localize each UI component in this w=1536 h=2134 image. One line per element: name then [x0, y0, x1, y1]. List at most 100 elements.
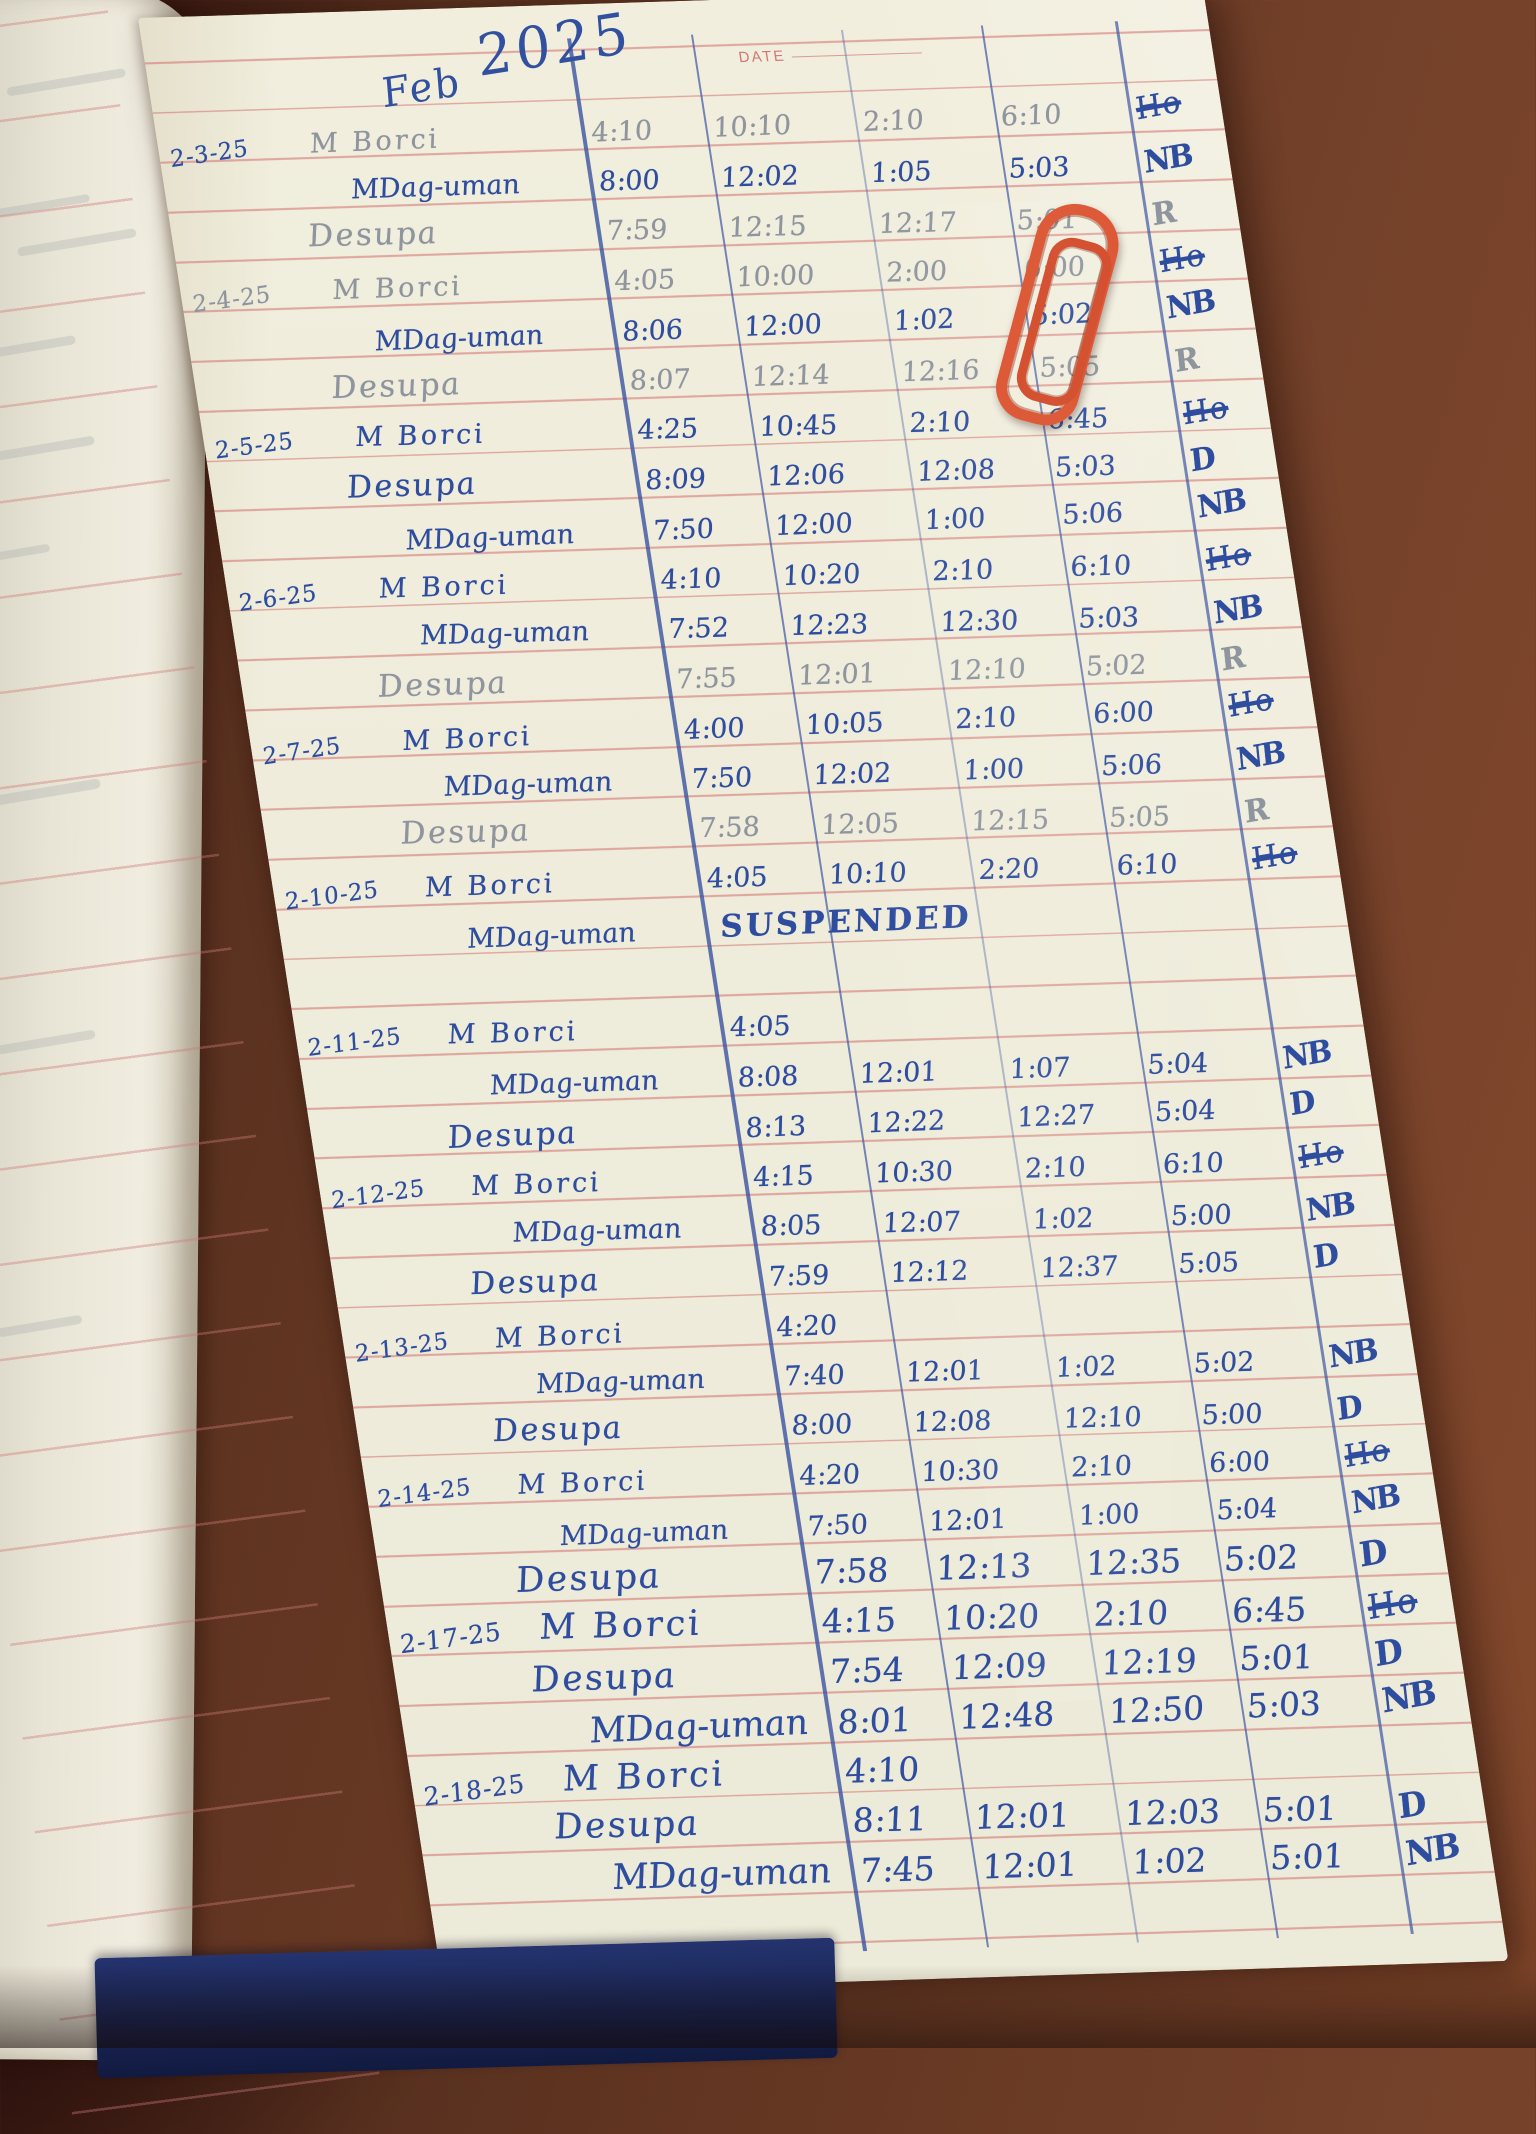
- time-in-pm: 2:10: [1022, 1151, 1089, 1185]
- time-out-evening: 5:02: [1221, 1537, 1302, 1579]
- worker-name: M Borci: [353, 418, 488, 453]
- time-out-noon: 12:14: [749, 359, 833, 393]
- time-out-evening: 6:10: [1160, 1147, 1227, 1181]
- time-out-evening: 6:10: [998, 99, 1065, 133]
- time-out-noon: 10:45: [757, 409, 840, 443]
- time-in-am: 4:00: [681, 712, 748, 746]
- notebook-cover-edge: [94, 1937, 838, 2079]
- time-out-noon: 12:05: [819, 808, 902, 842]
- worker-name: Desupa: [467, 1262, 603, 1303]
- time-out-noon: 12:09: [948, 1645, 1050, 1688]
- signature-mark: NB: [1231, 735, 1290, 778]
- signature-mark: NB: [1277, 1033, 1336, 1077]
- time-out-evening: 6:00: [1091, 696, 1157, 730]
- time-in-am: 8:06: [620, 314, 686, 348]
- time-in-pm: 12:15: [969, 804, 1052, 838]
- time-out-noon: 12:01: [926, 1503, 1010, 1538]
- signature-mark: NB: [1324, 1332, 1382, 1376]
- signature-mark: NB: [1209, 588, 1267, 632]
- time-out-noon: 10:30: [872, 1156, 956, 1190]
- time-out-evening: 5:03: [1006, 151, 1073, 185]
- time-out-noon: 12:01: [857, 1056, 941, 1090]
- time-in-am: 8:13: [743, 1110, 809, 1145]
- time-in-am: 8:07: [627, 363, 694, 397]
- time-out-noon: 12:12: [888, 1255, 971, 1289]
- time-in-am: 4:10: [589, 115, 655, 149]
- time-in-am: 4:20: [797, 1459, 863, 1492]
- worker-name: MDag-uman: [609, 1851, 834, 1898]
- time-out-noon: 10:05: [803, 707, 887, 742]
- time-in-pm: 12:03: [1122, 1791, 1224, 1833]
- worker-name: MDag-uman: [510, 1213, 684, 1249]
- time-in-am: 7:55: [673, 662, 740, 696]
- time-out-noon: 12:22: [865, 1105, 948, 1140]
- time-out-noon: 12:01: [903, 1355, 987, 1389]
- date-label-text: DATE: [737, 47, 787, 67]
- signature-mark: NB: [1139, 137, 1197, 181]
- signature-mark: Ho: [1130, 84, 1187, 128]
- time-in-pm: 2:10: [1091, 1593, 1172, 1634]
- time-in-am: 4:05: [704, 861, 771, 895]
- signature-mark: NB: [1301, 1186, 1359, 1229]
- time-out-noon: 10:00: [734, 259, 817, 294]
- worker-name: M Borci: [422, 868, 558, 904]
- ledger-table: 2-3-25 M Borci 4:10 10:10 2:10 6:10 Ho MDag-uma…: [153, 79, 1495, 1905]
- signature-mark: Ho: [1223, 681, 1279, 725]
- time-in-pm: 12:17: [876, 206, 960, 240]
- signature-mark: NB: [1161, 283, 1220, 327]
- time-in-am: 7:50: [689, 762, 755, 795]
- time-out-evening: 5:03: [1076, 602, 1142, 635]
- time-in-pm: 12:35: [1083, 1541, 1185, 1583]
- signature-mark: Ho: [1200, 536, 1256, 579]
- time-in-am: 4:25: [635, 413, 701, 446]
- worker-name: M Borci: [445, 1016, 581, 1051]
- time-out-evening: 5:00: [1199, 1398, 1265, 1432]
- signature-mark: D: [1392, 1783, 1430, 1826]
- time-out-noon: 12:13: [933, 1545, 1035, 1588]
- time-in-am: 4:15: [819, 1599, 900, 1641]
- time-in-pm: 12:19: [1098, 1640, 1200, 1683]
- time-out-noon: 10:20: [941, 1596, 1043, 1638]
- time-out-noon: 12:00: [772, 508, 856, 542]
- worker-name: MDag-uman: [418, 616, 592, 652]
- time-out-noon: 12:15: [726, 210, 810, 244]
- time-in-am: 8:00: [596, 164, 663, 198]
- signature-mark: D: [1185, 440, 1219, 480]
- time-in-am: 4:15: [751, 1160, 817, 1194]
- time-in-pm: 1:02: [1030, 1203, 1097, 1236]
- worker-name: Desupa: [551, 1803, 703, 1848]
- worker-name: Desupa: [305, 215, 441, 255]
- time-out-noon: 10:30: [919, 1454, 1002, 1489]
- time-out-noon: 12:06: [765, 459, 848, 493]
- time-out-evening: 5:06: [1060, 497, 1126, 531]
- signature-mark: Ho: [1293, 1133, 1349, 1176]
- time-out-noon: 12:01: [979, 1844, 1081, 1887]
- previous-page-edge: [0, 0, 382, 2131]
- worker-name: Desupa: [398, 812, 533, 852]
- time-in-am: 8:09: [643, 463, 709, 497]
- time-out-noon: 12:07: [880, 1206, 964, 1240]
- worker-name: Desupa: [375, 664, 511, 705]
- time-in-am: 8:11: [849, 1799, 930, 1840]
- time-in-am: 7:54: [826, 1649, 907, 1691]
- time-in-pm: 12:50: [1106, 1688, 1208, 1731]
- worker-name: M Borci: [515, 1465, 651, 1501]
- time-out-evening: 6:10: [1068, 550, 1134, 583]
- signature-mark: D: [1284, 1084, 1319, 1123]
- time-in-pm: 2:10: [860, 104, 927, 138]
- time-out-evening: 5:00: [1168, 1199, 1235, 1232]
- time-out-noon: 12:23: [788, 609, 871, 642]
- time-in-pm: 1:02: [1053, 1350, 1120, 1384]
- signature-mark: Ho: [1247, 835, 1303, 878]
- worker-name: M Borci: [330, 270, 466, 306]
- time-in-am: 8:00: [789, 1409, 855, 1442]
- signature-mark: Ho: [1339, 1432, 1395, 1475]
- time-in-pm: 1:00: [922, 502, 989, 537]
- time-out-noon: 12:00: [741, 308, 825, 343]
- time-in-pm: 1:05: [868, 156, 935, 189]
- time-in-pm: 1:02: [891, 303, 958, 337]
- time-in-pm: 1:00: [961, 753, 1027, 787]
- time-out-evening: 5:01: [1260, 1788, 1341, 1830]
- time-out-noon: 10:10: [826, 857, 910, 891]
